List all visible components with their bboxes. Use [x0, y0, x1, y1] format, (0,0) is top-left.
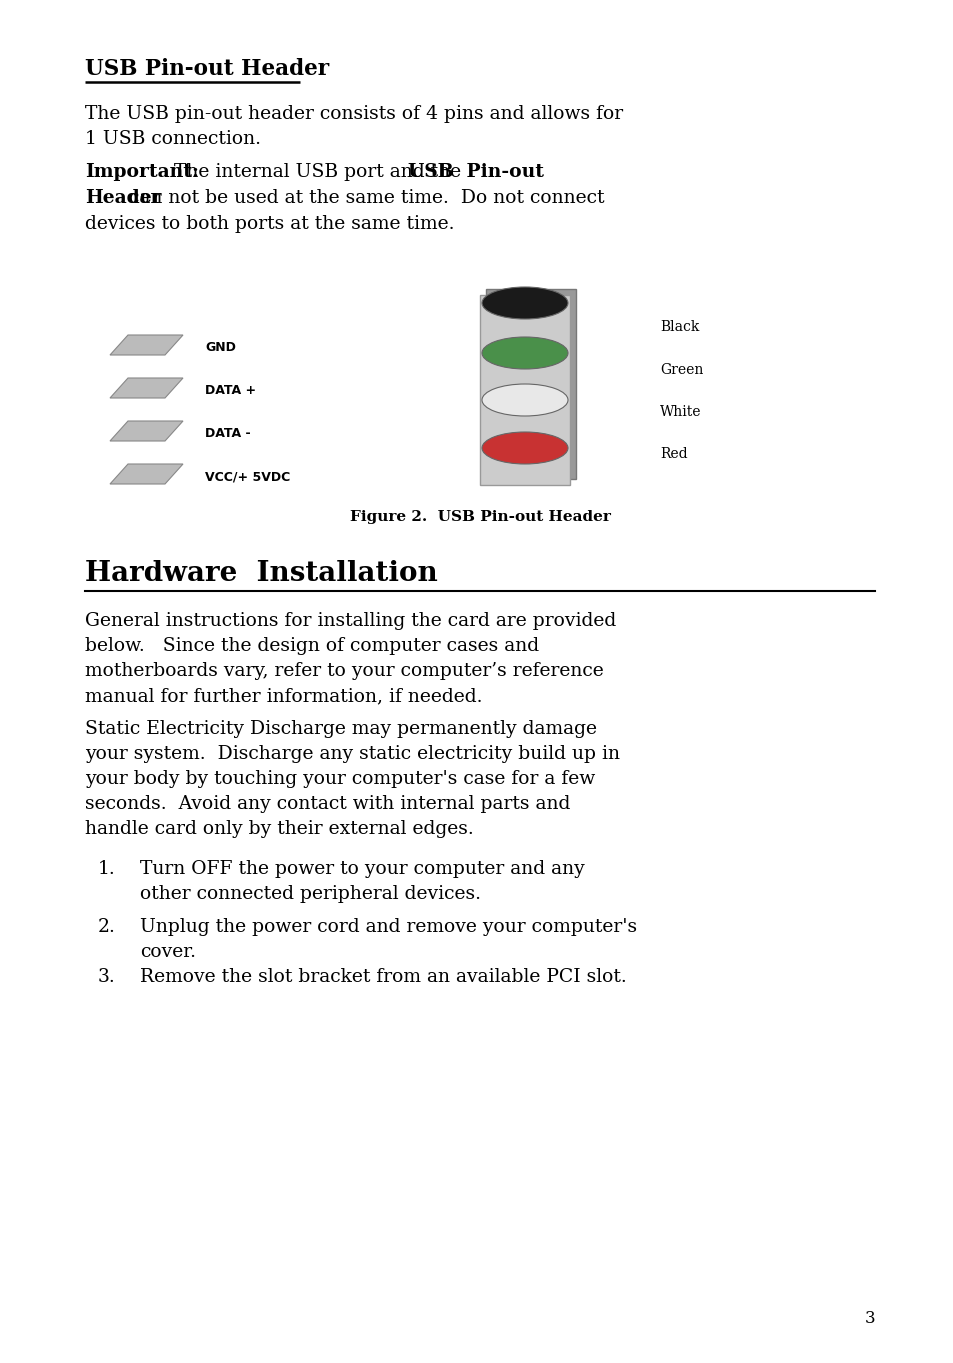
- Text: Important:: Important:: [85, 164, 199, 181]
- Polygon shape: [110, 463, 183, 484]
- Text: 1.: 1.: [98, 860, 115, 878]
- Ellipse shape: [481, 384, 567, 416]
- Text: can not be used at the same time.  Do not connect: can not be used at the same time. Do not…: [123, 189, 603, 207]
- Text: USB  Pin-out: USB Pin-out: [408, 164, 543, 181]
- Text: devices to both ports at the same time.: devices to both ports at the same time.: [85, 215, 454, 233]
- Bar: [479, 294, 569, 485]
- Text: VCC/+ 5VDC: VCC/+ 5VDC: [205, 470, 290, 483]
- Text: Remove the slot bracket from an available PCI slot.: Remove the slot bracket from an availabl…: [140, 968, 626, 985]
- Text: 2.: 2.: [98, 919, 115, 936]
- Text: The internal USB port and the: The internal USB port and the: [168, 164, 467, 181]
- Text: Red: Red: [659, 447, 687, 461]
- Text: Black: Black: [659, 320, 699, 334]
- Ellipse shape: [481, 337, 567, 369]
- Text: 3: 3: [863, 1310, 874, 1328]
- Text: USB Pin-out Header: USB Pin-out Header: [85, 59, 329, 80]
- Text: Green: Green: [659, 363, 702, 378]
- Polygon shape: [110, 421, 183, 442]
- Text: Header: Header: [85, 189, 161, 207]
- Text: The USB pin-out header consists of 4 pins and allows for
1 USB connection.: The USB pin-out header consists of 4 pin…: [85, 105, 622, 149]
- Text: DATA -: DATA -: [205, 427, 251, 440]
- Ellipse shape: [481, 288, 567, 319]
- Text: General instructions for installing the card are provided
below.   Since the des: General instructions for installing the …: [85, 612, 616, 705]
- Text: Turn OFF the power to your computer and any
other connected peripheral devices.: Turn OFF the power to your computer and …: [140, 860, 584, 904]
- Text: Static Electricity Discharge may permanently damage
your system.  Discharge any : Static Electricity Discharge may permane…: [85, 720, 619, 838]
- Text: Unplug the power cord and remove your computer's
cover.: Unplug the power cord and remove your co…: [140, 919, 637, 961]
- Text: Figure 2.  USB Pin-out Header: Figure 2. USB Pin-out Header: [349, 510, 610, 523]
- Text: White: White: [659, 405, 700, 418]
- Polygon shape: [110, 378, 183, 398]
- Bar: [485, 289, 576, 478]
- Polygon shape: [110, 335, 183, 354]
- Text: DATA +: DATA +: [205, 384, 255, 397]
- Ellipse shape: [481, 432, 567, 463]
- Text: Hardware  Installation: Hardware Installation: [85, 560, 437, 587]
- Text: GND: GND: [205, 341, 235, 354]
- Text: 3.: 3.: [98, 968, 115, 985]
